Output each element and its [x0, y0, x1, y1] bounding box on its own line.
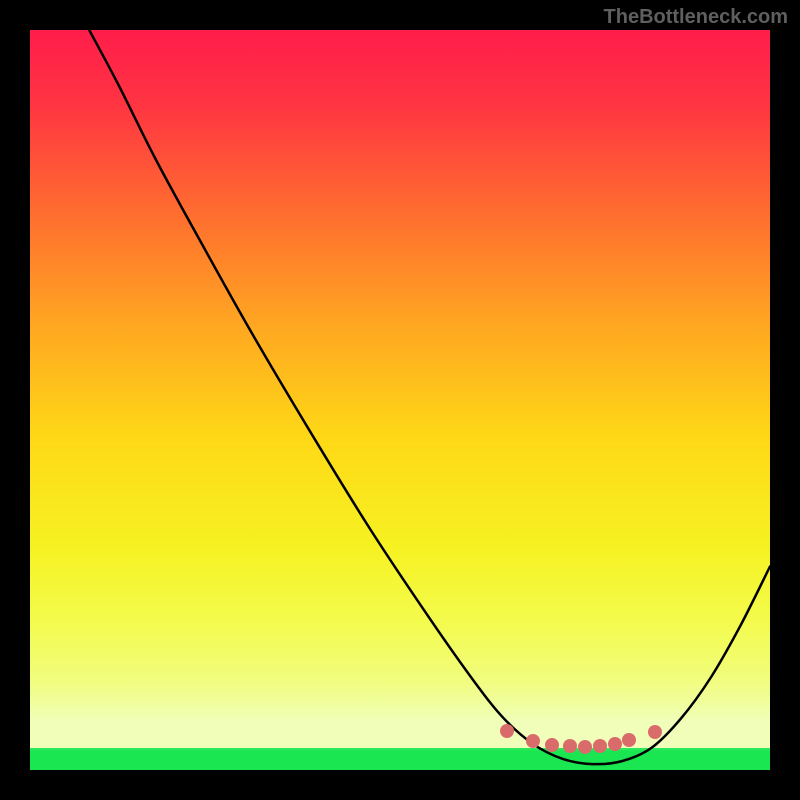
chart-marker: [526, 734, 540, 748]
chart-marker: [608, 737, 622, 751]
chart-marker: [622, 733, 636, 747]
plot-area: [30, 30, 770, 770]
chart-marker: [578, 740, 592, 754]
chart-marker: [593, 739, 607, 753]
chart-marker: [648, 725, 662, 739]
chart-marker: [545, 738, 559, 752]
watermark-text: TheBottleneck.com: [604, 6, 788, 29]
page-root: TheBottleneck.com: [0, 0, 800, 800]
chart-marker: [563, 739, 577, 753]
chart-markers-layer: [30, 30, 770, 770]
chart-marker: [500, 724, 514, 738]
